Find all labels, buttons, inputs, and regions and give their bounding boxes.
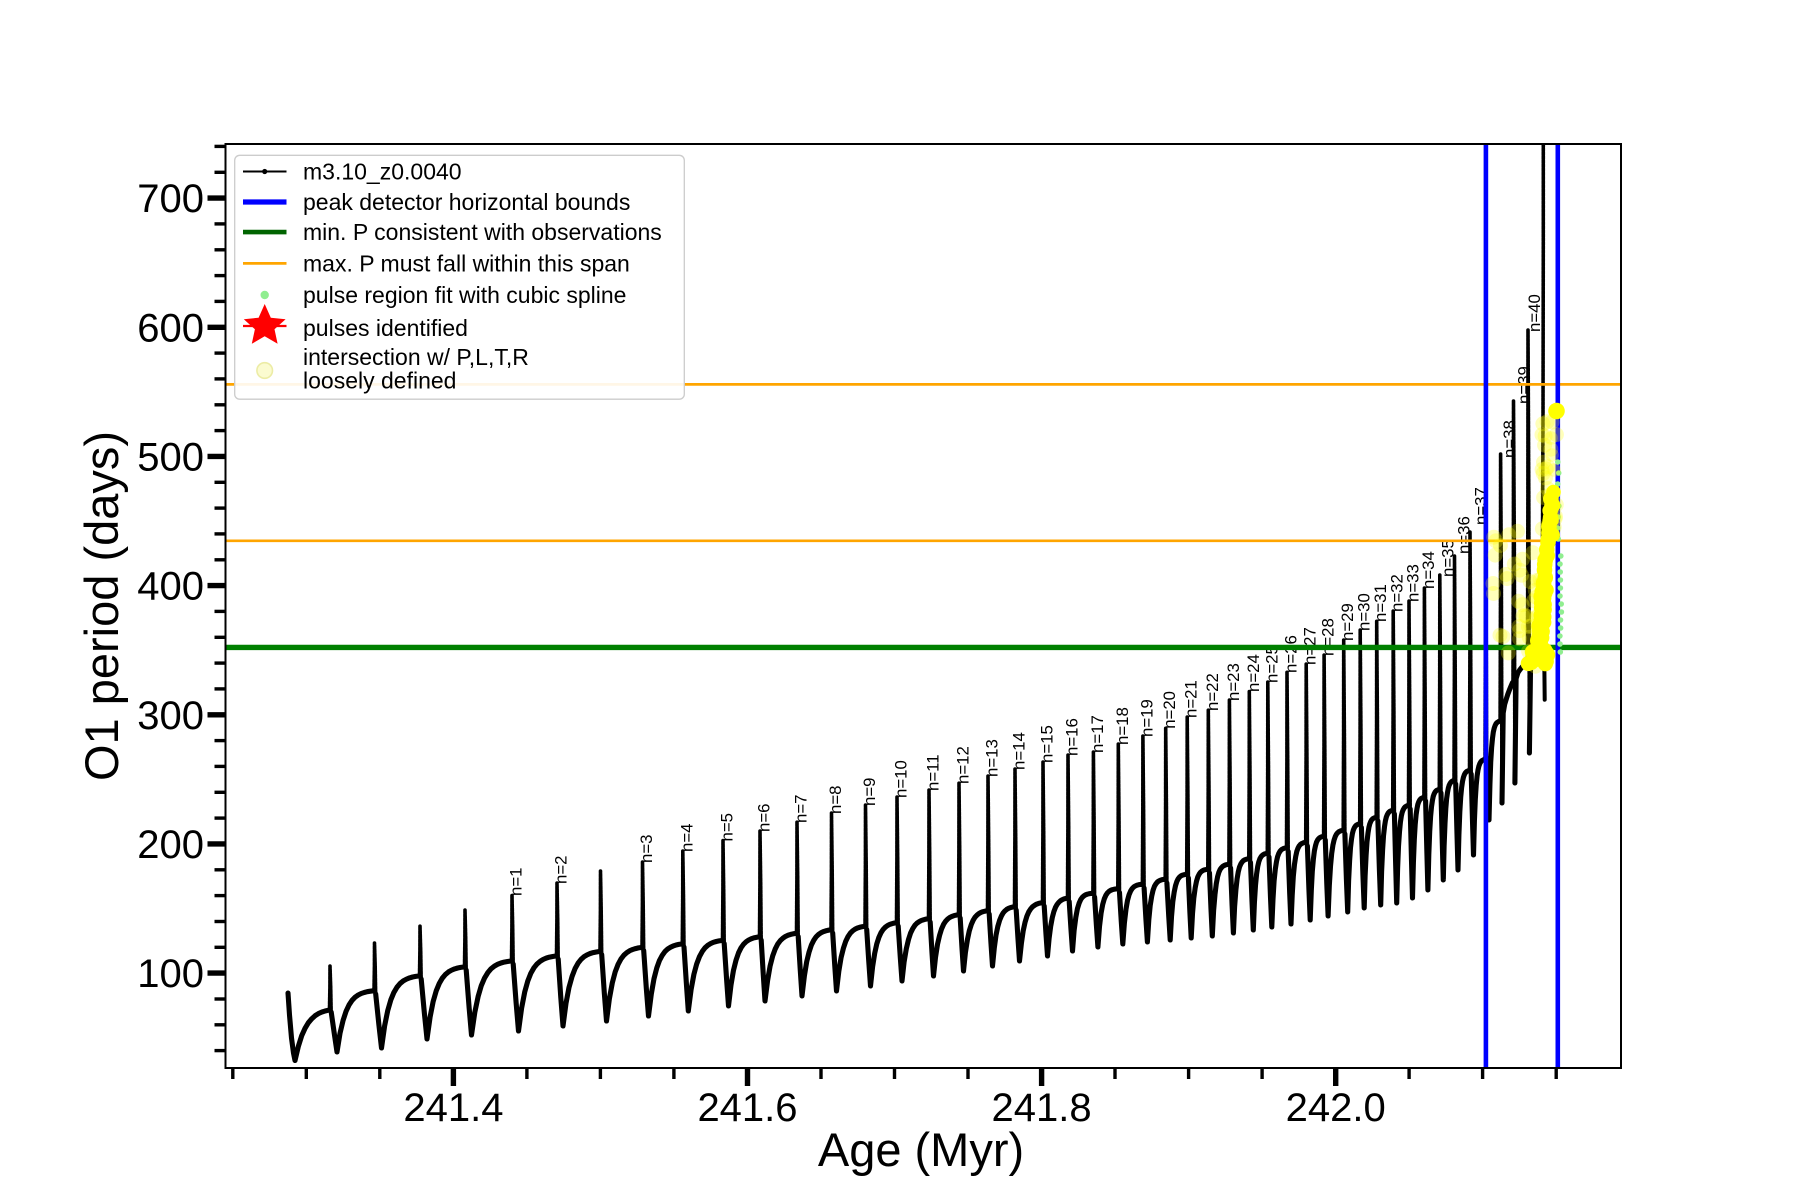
- svg-text:241.4: 241.4: [403, 1086, 503, 1130]
- svg-text:n=6: n=6: [755, 804, 774, 832]
- svg-text:n=34: n=34: [1419, 551, 1438, 589]
- svg-text:241.6: 241.6: [697, 1086, 797, 1130]
- svg-text:n=23: n=23: [1224, 663, 1243, 701]
- svg-text:O1 period (days): O1 period (days): [75, 431, 128, 781]
- svg-text:n=40: n=40: [1525, 294, 1544, 332]
- svg-text:n=31: n=31: [1371, 584, 1390, 622]
- svg-text:500: 500: [137, 435, 204, 479]
- svg-text:n=33: n=33: [1404, 564, 1423, 602]
- svg-text:loosely defined: loosely defined: [303, 367, 456, 393]
- svg-text:n=17: n=17: [1088, 715, 1107, 753]
- svg-text:n=12: n=12: [954, 746, 973, 784]
- svg-text:n=16: n=16: [1063, 718, 1082, 756]
- svg-text:n=26: n=26: [1282, 635, 1301, 673]
- svg-text:n=24: n=24: [1244, 654, 1263, 692]
- svg-text:n=38: n=38: [1500, 420, 1519, 458]
- svg-text:n=2: n=2: [552, 856, 571, 884]
- svg-text:n=14: n=14: [1010, 732, 1029, 770]
- svg-text:n=28: n=28: [1319, 618, 1338, 656]
- svg-text:242.0: 242.0: [1286, 1086, 1386, 1130]
- svg-text:400: 400: [137, 565, 204, 609]
- svg-text:n=25: n=25: [1262, 645, 1281, 683]
- svg-text:pulse region fit with cubic sp: pulse region fit with cubic spline: [303, 282, 626, 308]
- svg-text:n=30: n=30: [1355, 593, 1374, 631]
- svg-text:n=13: n=13: [983, 739, 1002, 777]
- svg-text:200: 200: [137, 823, 204, 867]
- svg-text:100: 100: [137, 952, 204, 996]
- svg-text:n=18: n=18: [1113, 707, 1132, 745]
- svg-text:n=36: n=36: [1454, 516, 1473, 554]
- svg-text:n=5: n=5: [718, 813, 737, 841]
- svg-text:intersection w/ P,L,T,R: intersection w/ P,L,T,R: [303, 344, 529, 370]
- svg-text:n=11: n=11: [924, 754, 943, 791]
- svg-text:600: 600: [137, 306, 204, 350]
- svg-text:max. P must fall within this s: max. P must fall within this span: [303, 250, 630, 276]
- svg-text:n=22: n=22: [1203, 673, 1222, 711]
- svg-text:n=32: n=32: [1388, 574, 1407, 612]
- svg-text:n=21: n=21: [1182, 680, 1201, 718]
- svg-text:n=20: n=20: [1160, 691, 1179, 729]
- svg-text:700: 700: [137, 177, 204, 221]
- svg-text:pulses identified: pulses identified: [303, 315, 468, 341]
- svg-text:n=19: n=19: [1137, 699, 1156, 737]
- svg-text:n=15: n=15: [1038, 725, 1057, 763]
- svg-text:min. P consistent with observa: min. P consistent with observations: [303, 219, 662, 245]
- svg-text:n=3: n=3: [637, 835, 656, 863]
- svg-text:n=8: n=8: [826, 786, 845, 814]
- svg-text:n=10: n=10: [892, 760, 911, 798]
- svg-text:Age (Myr): Age (Myr): [818, 1123, 1024, 1176]
- svg-text:n=35: n=35: [1439, 539, 1458, 577]
- svg-text:m3.10_z0.0040: m3.10_z0.0040: [303, 159, 462, 185]
- svg-text:n=29: n=29: [1338, 603, 1357, 641]
- svg-text:241.8: 241.8: [992, 1086, 1092, 1130]
- svg-text:n=9: n=9: [860, 778, 879, 806]
- svg-text:n=1: n=1: [507, 868, 526, 896]
- svg-text:n=7: n=7: [792, 795, 811, 823]
- svg-text:peak detector horizontal bound: peak detector horizontal bounds: [303, 189, 630, 215]
- svg-text:n=4: n=4: [677, 824, 696, 852]
- svg-text:300: 300: [137, 694, 204, 738]
